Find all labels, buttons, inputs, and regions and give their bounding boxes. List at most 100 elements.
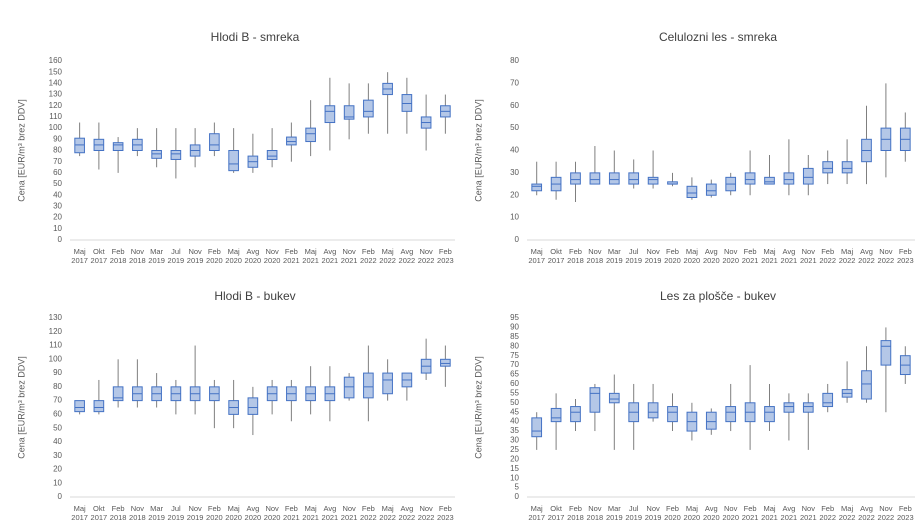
x-tick-label: Feb 2021 [283,247,300,265]
x-tick-label: Maj 2021 [761,247,778,265]
x-tick-label: Nov 2020 [263,247,281,265]
y-tick-label: 5 [515,483,520,492]
y-tick-label: 20 [510,190,519,199]
box [589,172,601,185]
x-tick-label: Nov 2021 [799,247,817,265]
x-tick-label: Nov 2021 [799,504,817,522]
y-tick-label: 10 [53,478,62,487]
y-tick-label: 0 [58,492,63,501]
x-tick-label: Maj 2020 [683,247,701,265]
x-tick-label: Mar 2019 [605,247,623,265]
x-tick-label: Maj 2020 [225,247,242,265]
x-tick-label: Jul 2019 [625,247,643,265]
x-tick-label: Feb 2021 [283,504,300,522]
y-tick-label: 150 [49,67,63,76]
x-tick-label: Nov 2018 [129,247,146,265]
x-tick-label: Nov 2019 [186,504,204,522]
box [247,397,259,415]
x-tick-label: Avg 2022 [858,247,875,265]
x-tick-label: Feb 2018 [567,504,584,522]
box [266,150,278,160]
x-tick-label: Nov 2019 [186,247,204,265]
y-tick-label: 50 [53,179,62,188]
box [667,406,678,423]
x-tick-label: Nov 2021 [340,504,358,522]
box [725,406,737,423]
box [382,372,393,395]
y-tick-label: 0 [515,235,520,244]
box [802,402,814,413]
y-tick-label: 50 [510,123,519,132]
y-axis-label: Cena [EUR/m³ brez DDV] [16,356,26,459]
x-tick-label: Feb 2022 [819,247,837,265]
box [647,176,659,185]
y-tick-label: 55 [510,388,519,397]
y-tick-label: 0 [58,235,63,244]
box [608,172,620,185]
box [93,400,105,413]
x-tick-label: Feb 2023 [896,247,914,265]
x-tick-label: Nov 2022 [877,247,895,265]
x-tick-label: Avg 2020 [244,247,262,265]
x-tick-label: Maj 2021 [761,504,778,522]
x-tick-label: Nov 2018 [586,504,604,522]
box [343,105,355,120]
box [74,400,85,413]
x-tick-label: Nov 2022 [417,247,435,265]
y-tick-label: 30 [510,436,519,445]
x-tick-label: Mar 2019 [148,247,165,265]
y-tick-label: 70 [510,360,519,369]
x-tick-label: Feb 2021 [741,504,759,522]
box [305,127,316,143]
x-tick-label: Avg 2021 [780,504,798,522]
y-tick-label: 40 [510,146,519,155]
y-tick-label: 100 [49,354,63,363]
chart-title: Les za plošče - bukev [660,289,776,303]
box [112,142,124,151]
box [570,406,581,423]
x-tick-label: Nov 2018 [129,504,146,522]
x-tick-label: Feb 2018 [109,504,127,522]
x-tick-label: Feb 2022 [819,504,837,522]
box [764,176,775,185]
box [170,150,182,160]
x-tick-label: Okt 2017 [547,504,565,522]
box [841,161,853,174]
box [783,402,795,413]
y-tick-label: 40 [510,417,519,426]
chart-title: Hlodi B - bukev [214,289,295,303]
y-tick-label: 10 [53,224,62,233]
x-tick-label: Feb 2023 [437,247,454,265]
y-tick-label: 30 [510,168,519,177]
y-tick-label: 60 [510,379,519,388]
y-tick-label: 10 [510,473,519,482]
x-tick-label: Okt 2017 [90,504,108,522]
x-tick-label: Avg 2021 [321,504,339,522]
y-tick-label: 20 [53,465,62,474]
box [112,386,124,402]
box [531,417,543,438]
box [531,183,543,192]
y-tick-label: 30 [53,202,62,211]
box [822,161,834,174]
y-tick-label: 20 [53,213,62,222]
y-tick-label: 90 [53,134,62,143]
box [324,105,336,124]
y-tick-label: 110 [49,112,62,121]
x-tick-label: Mar 2019 [605,504,623,522]
box [363,372,374,399]
x-tick-label: Feb 2020 [206,504,223,522]
y-tick-label: 35 [510,426,519,435]
y-tick-label: 70 [53,396,62,405]
y-tick-label: 20 [510,454,519,463]
chart-title: Celulozni les - smreka [659,30,777,44]
y-tick-label: 50 [510,398,519,407]
box [401,94,413,112]
x-tick-label: Nov 2020 [263,504,281,522]
y-tick-label: 160 [49,56,63,65]
x-tick-label: Jul 2019 [167,504,185,522]
box [550,407,562,423]
x-tick-label: Avg 2022 [398,504,416,522]
x-tick-label: Avg 2022 [398,247,416,265]
